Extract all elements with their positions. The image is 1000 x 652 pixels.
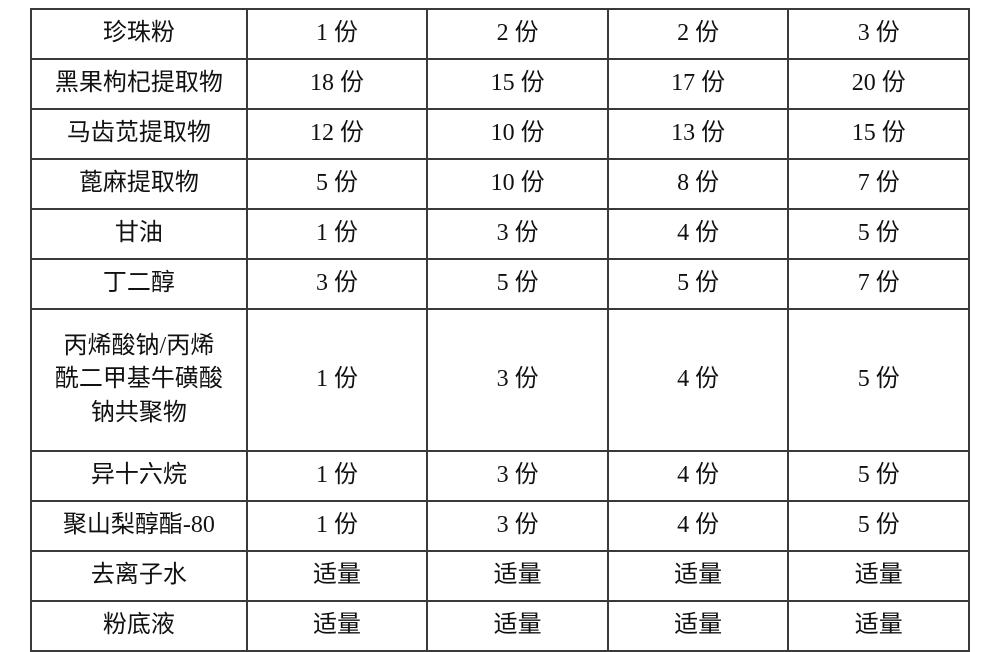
value-cell: 1 份 xyxy=(247,9,428,59)
value-cell: 15 份 xyxy=(427,59,608,109)
value-cell: 1 份 xyxy=(247,501,428,551)
value-cell: 3 份 xyxy=(247,259,428,309)
value-cell: 适量 xyxy=(247,551,428,601)
value-cell: 4 份 xyxy=(608,451,789,501)
table-row: 甘油 1 份 3 份 4 份 5 份 xyxy=(31,209,969,259)
ingredient-name: 丙烯酸钠/丙烯 酰二甲基牛磺酸 钠共聚物 xyxy=(31,309,247,451)
value-cell: 20 份 xyxy=(788,59,969,109)
ingredient-name: 黑果枸杞提取物 xyxy=(31,59,247,109)
table-row: 异十六烷 1 份 3 份 4 份 5 份 xyxy=(31,451,969,501)
value-cell: 2 份 xyxy=(608,9,789,59)
value-cell: 7 份 xyxy=(788,259,969,309)
ingredient-name: 去离子水 xyxy=(31,551,247,601)
page-wrap: 珍珠粉 1 份 2 份 2 份 3 份 黑果枸杞提取物 18 份 15 份 17… xyxy=(0,0,1000,634)
table-row: 丁二醇 3 份 5 份 5 份 7 份 xyxy=(31,259,969,309)
name-line: 钠共聚物 xyxy=(32,397,246,431)
value-cell: 4 份 xyxy=(608,309,789,451)
ingredient-name: 马齿苋提取物 xyxy=(31,109,247,159)
value-cell: 3 份 xyxy=(427,309,608,451)
value-cell: 7 份 xyxy=(788,159,969,209)
value-cell: 适量 xyxy=(427,601,608,651)
value-cell: 10 份 xyxy=(427,109,608,159)
ingredients-table: 珍珠粉 1 份 2 份 2 份 3 份 黑果枸杞提取物 18 份 15 份 17… xyxy=(30,8,970,652)
value-cell: 适量 xyxy=(247,601,428,651)
table-row: 蓖麻提取物 5 份 10 份 8 份 7 份 xyxy=(31,159,969,209)
value-cell: 8 份 xyxy=(608,159,789,209)
value-cell: 18 份 xyxy=(247,59,428,109)
value-cell: 5 份 xyxy=(788,451,969,501)
ingredient-name: 粉底液 xyxy=(31,601,247,651)
value-cell: 4 份 xyxy=(608,209,789,259)
value-cell: 10 份 xyxy=(427,159,608,209)
table-row: 粉底液 适量 适量 适量 适量 xyxy=(31,601,969,651)
value-cell: 4 份 xyxy=(608,501,789,551)
value-cell: 13 份 xyxy=(608,109,789,159)
value-cell: 3 份 xyxy=(427,451,608,501)
value-cell: 2 份 xyxy=(427,9,608,59)
value-cell: 1 份 xyxy=(247,209,428,259)
value-cell: 适量 xyxy=(427,551,608,601)
table-row: 丙烯酸钠/丙烯 酰二甲基牛磺酸 钠共聚物 1 份 3 份 4 份 5 份 xyxy=(31,309,969,451)
value-cell: 1 份 xyxy=(247,451,428,501)
table-row: 珍珠粉 1 份 2 份 2 份 3 份 xyxy=(31,9,969,59)
value-cell: 5 份 xyxy=(788,209,969,259)
ingredient-name: 聚山梨醇酯-80 xyxy=(31,501,247,551)
name-line: 酰二甲基牛磺酸 xyxy=(32,363,246,397)
ingredient-name: 异十六烷 xyxy=(31,451,247,501)
value-cell: 5 份 xyxy=(788,309,969,451)
value-cell: 适量 xyxy=(788,551,969,601)
value-cell: 3 份 xyxy=(427,209,608,259)
ingredient-name: 珍珠粉 xyxy=(31,9,247,59)
table-row: 黑果枸杞提取物 18 份 15 份 17 份 20 份 xyxy=(31,59,969,109)
value-cell: 5 份 xyxy=(427,259,608,309)
ingredient-name: 蓖麻提取物 xyxy=(31,159,247,209)
table-row: 聚山梨醇酯-80 1 份 3 份 4 份 5 份 xyxy=(31,501,969,551)
value-cell: 适量 xyxy=(608,551,789,601)
value-cell: 5 份 xyxy=(247,159,428,209)
table-body: 珍珠粉 1 份 2 份 2 份 3 份 黑果枸杞提取物 18 份 15 份 17… xyxy=(31,9,969,651)
table-row: 马齿苋提取物 12 份 10 份 13 份 15 份 xyxy=(31,109,969,159)
name-line: 丙烯酸钠/丙烯 xyxy=(32,330,246,364)
table-row: 去离子水 适量 适量 适量 适量 xyxy=(31,551,969,601)
value-cell: 3 份 xyxy=(427,501,608,551)
value-cell: 5 份 xyxy=(788,501,969,551)
value-cell: 17 份 xyxy=(608,59,789,109)
ingredient-name: 丁二醇 xyxy=(31,259,247,309)
value-cell: 3 份 xyxy=(788,9,969,59)
value-cell: 12 份 xyxy=(247,109,428,159)
value-cell: 1 份 xyxy=(247,309,428,451)
value-cell: 适量 xyxy=(608,601,789,651)
value-cell: 15 份 xyxy=(788,109,969,159)
value-cell: 适量 xyxy=(788,601,969,651)
ingredient-name: 甘油 xyxy=(31,209,247,259)
value-cell: 5 份 xyxy=(608,259,789,309)
